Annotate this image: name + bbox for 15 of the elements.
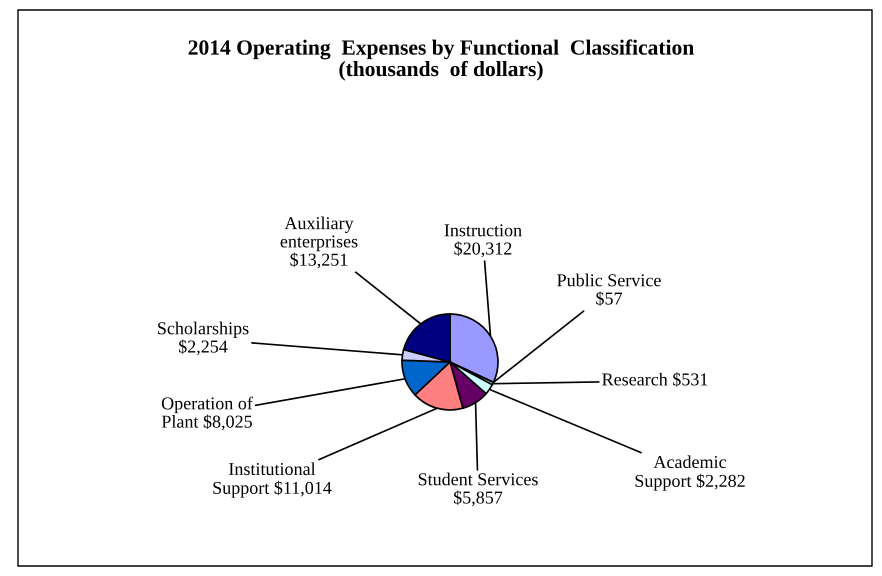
data-label: $2,254: [178, 339, 228, 356]
data-label: $13,251: [290, 252, 348, 268]
slice-label: Operation of Plant $8,025: [162, 396, 253, 430]
slice-label: Auxiliary enterprises: [280, 216, 358, 252]
slice-label: Scholarships: [158, 322, 248, 338]
slice-label: Institutional Support $11,014: [213, 462, 332, 498]
data-label: $20,312: [454, 241, 512, 258]
slice-label: Public Service: [557, 274, 661, 286]
data-label: $5,857: [454, 490, 502, 506]
slice-label: Instruction: [444, 224, 522, 236]
data-label: $57: [596, 291, 622, 306]
slice-label: Student Services: [418, 472, 538, 486]
slice-label: Academic Support $2,282: [636, 455, 745, 491]
slice-label: Research $531: [602, 372, 708, 387]
chart-title: 2014 Operating Expenses by Functional Classification (thousands of dollars): [188, 39, 694, 81]
